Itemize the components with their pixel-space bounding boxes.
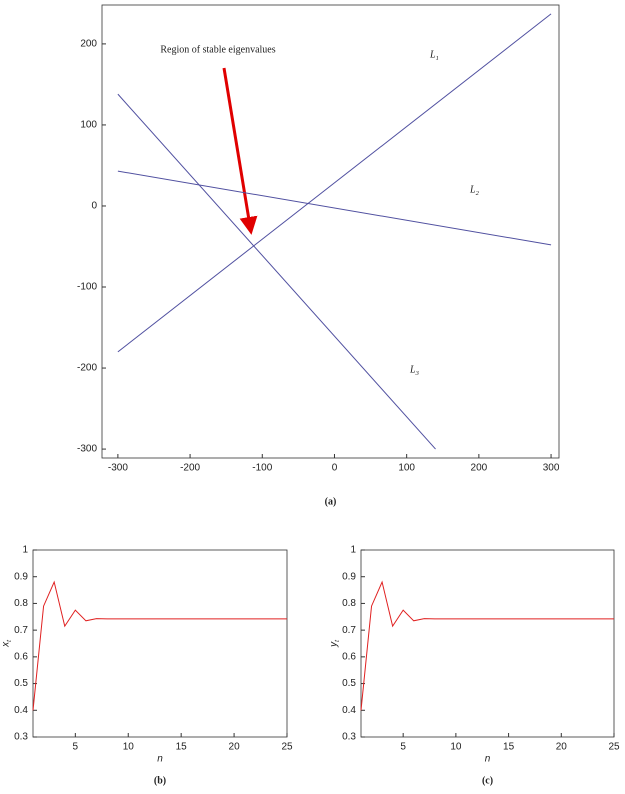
x-tick-label: 100	[398, 463, 415, 474]
y-tick-label: 0	[91, 201, 97, 212]
plot-frame	[360, 549, 615, 738]
x-tick-label: 10	[123, 742, 135, 753]
y-tick-label: -300	[77, 444, 97, 455]
y-tick-label: 0.7	[342, 625, 356, 636]
y-tick-label: 0.7	[14, 625, 28, 636]
x-tick-label: 200	[471, 463, 488, 474]
x-tick-label: 5	[400, 742, 406, 753]
x-tick-label: -300	[108, 463, 128, 474]
y-tick-label: 0.6	[14, 651, 28, 662]
x-axis-label: n	[485, 754, 491, 765]
series-label: L1	[429, 49, 439, 62]
panel-label: (b)	[154, 775, 166, 786]
series-label: L2	[469, 184, 480, 197]
y-axis-label: xt	[1, 639, 14, 648]
y-tick-label: 0.3	[342, 732, 356, 743]
x-tick-label: 25	[608, 742, 620, 753]
data-line	[117, 13, 552, 353]
x-tick-label: -100	[252, 463, 272, 474]
x-tick-label: 5	[73, 742, 79, 753]
x-tick-label: 20	[229, 742, 241, 753]
y-tick-label: 0.9	[14, 571, 28, 582]
y-tick-label: 0.6	[342, 651, 356, 662]
x-tick-label: -200	[180, 463, 200, 474]
y-tick-label: 0.8	[342, 598, 356, 609]
x-tick-label: 0	[332, 463, 338, 474]
series-label: L3	[409, 364, 420, 377]
x-tick-label: 20	[556, 742, 568, 753]
data-line	[117, 93, 436, 450]
x-tick-label: 10	[450, 742, 462, 753]
y-tick-label: 200	[80, 39, 97, 50]
annotation-arrow	[222, 67, 258, 235]
data-line	[32, 580, 287, 711]
data-line	[117, 170, 552, 246]
y-tick-label: 0.4	[342, 705, 356, 716]
panel-label: (a)	[325, 496, 337, 507]
y-tick-label: 0.8	[14, 598, 28, 609]
y-tick-label: 0.4	[14, 705, 28, 716]
x-tick-label: 15	[176, 742, 188, 753]
y-tick-label: -200	[77, 363, 97, 374]
y-tick-label: 0.9	[342, 571, 356, 582]
y-tick-label: 0.5	[14, 678, 28, 689]
x-tick-label: 15	[503, 742, 515, 753]
x-axis-label: n	[157, 754, 163, 765]
data-line	[360, 580, 614, 711]
x-tick-label: 25	[281, 742, 293, 753]
y-tick-label: 100	[80, 120, 97, 131]
y-tick-label: 1	[350, 545, 356, 556]
y-tick-label: 0.3	[14, 732, 28, 743]
y-axis-label: yt	[329, 639, 342, 648]
y-tick-label: 0.5	[342, 678, 356, 689]
y-tick-label: 1	[22, 545, 28, 556]
plot-frame	[101, 4, 560, 459]
plot-frame	[32, 549, 288, 738]
x-tick-label: 300	[543, 463, 560, 474]
y-tick-label: -100	[77, 282, 97, 293]
panel-label: (c)	[482, 775, 493, 786]
annotation: Region of stable eigenvalues	[160, 44, 275, 55]
